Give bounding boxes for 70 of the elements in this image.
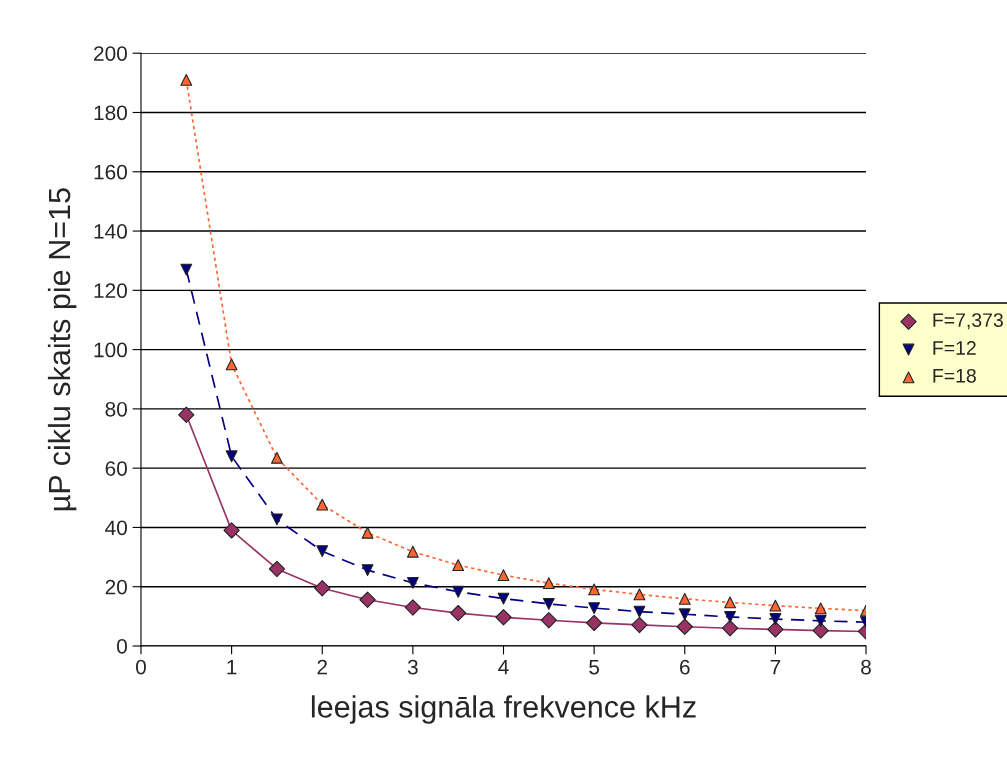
point [542, 597, 555, 610]
point [225, 450, 238, 463]
point [588, 602, 601, 614]
point [812, 622, 829, 639]
y-tick-label: 160 [94, 164, 127, 180]
point [678, 592, 691, 605]
point [814, 614, 827, 627]
legend-label: F=7,373 [933, 313, 1003, 330]
point [633, 605, 646, 618]
point [769, 613, 782, 625]
point [180, 263, 193, 276]
y-tick-label: 100 [94, 342, 127, 358]
y-tick-label: 120 [94, 283, 127, 299]
point [767, 621, 784, 638]
point [588, 583, 601, 596]
point [270, 451, 283, 464]
point [452, 585, 465, 598]
point [678, 608, 691, 621]
point [270, 513, 283, 526]
x-tick-label: 0 [136, 659, 146, 675]
legend-label: F=18 [933, 368, 976, 383]
point [721, 620, 739, 637]
point [814, 602, 827, 615]
point [268, 560, 286, 578]
point [452, 559, 465, 572]
x-tick-label: 7 [770, 659, 781, 675]
point [495, 609, 512, 626]
point [497, 569, 510, 582]
point [404, 599, 422, 616]
x-tick-label: 4 [498, 659, 509, 675]
point [359, 591, 376, 608]
point [542, 577, 555, 590]
point [406, 545, 419, 558]
y-tick-label: 180 [94, 105, 127, 121]
point [406, 576, 419, 589]
point [361, 526, 374, 539]
point [633, 588, 646, 601]
y-tick-label: 0 [117, 639, 127, 654]
point [225, 358, 238, 371]
point [676, 618, 693, 635]
x-tick-label: 3 [407, 659, 418, 675]
point [361, 564, 374, 577]
x-tick-label: 1 [227, 659, 237, 675]
point [316, 545, 329, 558]
point [769, 599, 782, 612]
point [631, 616, 648, 634]
point [450, 604, 467, 622]
point [540, 612, 557, 629]
point [180, 73, 193, 86]
y-tick-label: 40 [105, 520, 127, 536]
y-tick-label: 60 [105, 461, 127, 476]
point [724, 596, 737, 609]
y-tick-label: 80 [105, 401, 127, 417]
point [178, 406, 195, 423]
y-axis-title: µP ciklu skaits pie N=15 [47, 188, 77, 511]
x-tick-label: 6 [680, 659, 690, 675]
x-axis-title: leejas signāla frekvence kHz [311, 695, 696, 724]
y-tick-label: 20 [105, 579, 127, 595]
legend-label: F=12 [933, 341, 976, 355]
y-tick-label: 200 [94, 46, 127, 61]
x-tick-label: 5 [589, 659, 600, 675]
x-tick-label: 2 [317, 659, 327, 675]
y-tick-label: 140 [94, 224, 127, 239]
point [223, 522, 240, 539]
point [724, 611, 737, 623]
x-tick-label: 8 [861, 659, 871, 675]
point [316, 498, 329, 511]
point [497, 592, 510, 605]
point [314, 580, 331, 597]
point [585, 614, 603, 632]
